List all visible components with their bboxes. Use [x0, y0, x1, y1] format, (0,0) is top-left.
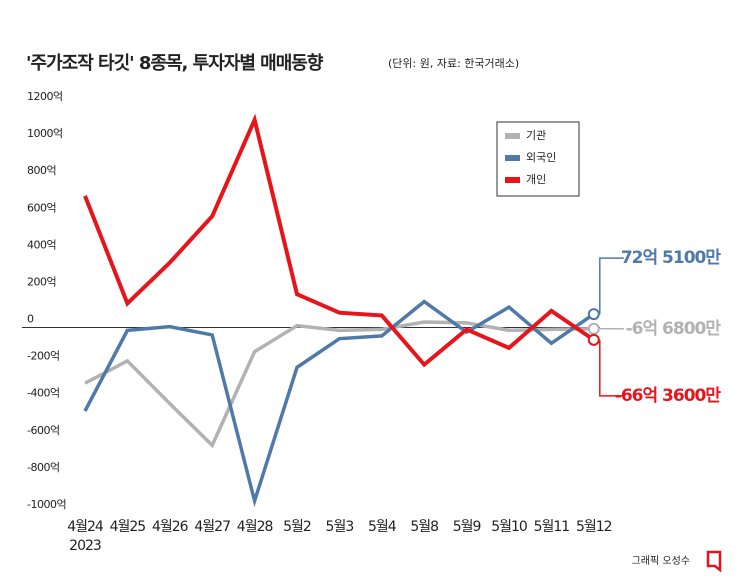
y-tick-label: 600억	[27, 201, 56, 214]
series-line	[83, 113, 595, 368]
y-tick-label: -1000억	[27, 498, 66, 511]
x-tick-label: 5월8	[410, 519, 438, 535]
value-label: -6억 6800만	[626, 319, 722, 339]
y-tick-label: 800억	[27, 164, 56, 177]
x-tick-label: 4월26	[152, 519, 189, 535]
y-tick-label: 400억	[27, 238, 56, 251]
series-line	[84, 320, 594, 449]
x-tick-label: 5월10	[491, 519, 527, 535]
x-tick-label: 5월2	[283, 519, 311, 535]
chart-title: '주가조작 타깃' 8종목, 투자자별 매매동향	[26, 53, 324, 74]
y-tick-label: -400억	[27, 387, 60, 400]
x-tick-label: 5월3	[326, 519, 354, 535]
end-point	[587, 333, 600, 346]
year-label: 2023	[69, 538, 101, 554]
x-tick-label: 4월25	[110, 519, 146, 535]
y-tick-label: -200억	[27, 350, 60, 363]
legend-label: 개인	[526, 173, 546, 186]
y-tick-label: 200억	[27, 275, 56, 288]
credit: 그래픽 오성수	[632, 555, 690, 567]
y-tick-label: -800억	[27, 461, 60, 474]
value-label: 72억 5100만	[621, 248, 722, 268]
x-tick-label: 5월4	[368, 519, 397, 535]
end-point	[587, 308, 600, 321]
chart-subtitle: (단위: 원, 자료: 한국거래소)	[388, 57, 519, 70]
x-tick-label: 5월9	[453, 519, 481, 535]
x-tick-label: 4월27	[194, 519, 230, 535]
legend-swatch	[505, 155, 520, 161]
y-tick-label: 0	[27, 313, 34, 326]
value-label: -66억 3600만	[615, 386, 722, 406]
y-tick-label: 1000억	[27, 127, 63, 140]
x-tick-label: 4월28	[237, 519, 273, 535]
annotation-connector	[599, 257, 624, 315]
series-line	[83, 299, 595, 508]
annotation-connector	[599, 339, 624, 397]
legend-swatch	[505, 133, 520, 139]
legend-label: 외국인	[526, 151, 556, 164]
x-tick-label: 4월24	[67, 519, 104, 535]
legend-label: 기관	[526, 129, 546, 142]
y-tick-label: -600억	[27, 424, 60, 437]
end-point	[587, 322, 600, 335]
logo	[706, 550, 722, 573]
legend-swatch	[505, 177, 520, 183]
x-tick-label: 5월12	[576, 519, 612, 535]
y-tick-label: 1200억	[27, 90, 63, 103]
x-tick-label: 5월11	[534, 519, 570, 535]
